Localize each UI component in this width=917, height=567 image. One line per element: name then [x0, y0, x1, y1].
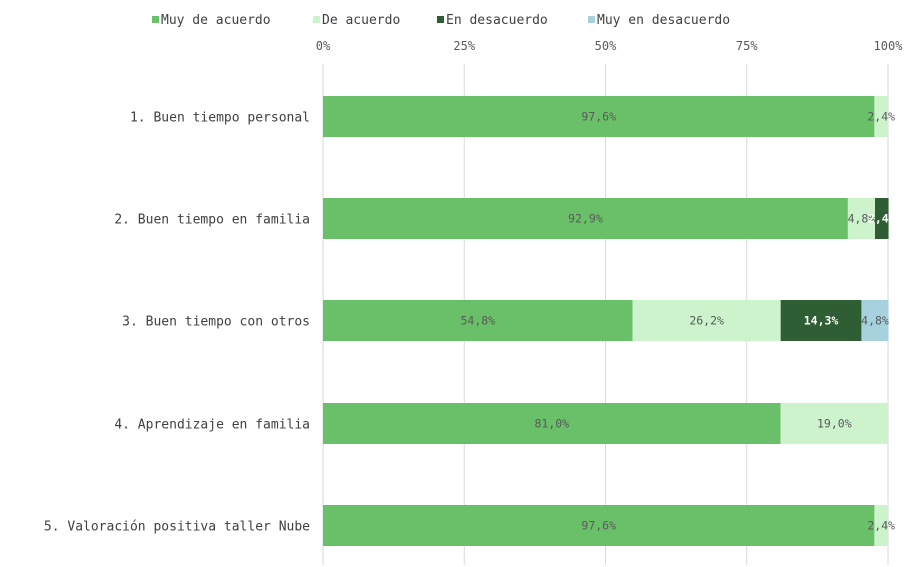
legend-swatch: [152, 16, 159, 23]
data-label: 2,4%: [868, 212, 896, 226]
category-label: 4. Aprendizaje en familia: [114, 418, 310, 433]
category-label: 1. Buen tiempo personal: [130, 111, 310, 126]
legend-label: De acuerdo: [322, 13, 400, 28]
y-axis-categories: 1. Buen tiempo personal 2. Buen tiempo en…: [44, 111, 310, 535]
category-label: 2. Buen tiempo en familia: [114, 213, 310, 228]
data-label: 81,0%: [535, 417, 570, 431]
bar-segment: [323, 198, 848, 239]
bar-segment: [323, 403, 781, 444]
category-label: 5. Valoración positiva taller Nube: [44, 520, 310, 535]
x-tick-label: 50%: [595, 39, 617, 53]
bar-segment: [323, 300, 633, 341]
chart-bars: 97,6% 2,4%92,9% 4,8%2,4%54,8% 26,2% 14,3% 4,8…: [323, 96, 896, 546]
data-label: 97,6%: [581, 110, 616, 124]
bar-segment: [632, 300, 781, 341]
x-axis-ticks: 0% 25% 50% 75% 100%: [316, 39, 903, 53]
data-label: 92,9%: [568, 212, 603, 226]
bar-segment: [780, 300, 862, 341]
bar-segment: [847, 198, 876, 239]
data-label: 19,0%: [817, 417, 852, 431]
x-tick-label: 100%: [874, 39, 904, 53]
bar-segment: [780, 403, 888, 444]
chart-legend: Muy de acuerdo De acuerdo En desacuerdo Muy…: [152, 13, 730, 28]
x-tick-label: 0%: [316, 39, 331, 53]
legend-label: En desacuerdo: [446, 13, 548, 28]
data-label: 2,4%: [867, 519, 895, 533]
data-label: 26,2%: [689, 314, 724, 328]
bar-segment: [874, 505, 888, 546]
data-label: 4,8%: [861, 314, 889, 328]
category-label: 3. Buen tiempo con otros: [122, 315, 310, 330]
legend-swatch: [437, 16, 444, 23]
legend-label: Muy en desacuerdo: [597, 13, 730, 28]
x-tick-label: 25%: [453, 39, 475, 53]
data-label: 14,3%: [804, 314, 839, 328]
bar-segment: [861, 300, 889, 341]
data-label: 2,4%: [867, 110, 895, 124]
bar-segment: [875, 198, 889, 239]
data-label: 4,8%: [848, 212, 876, 226]
legend-swatch: [313, 16, 320, 23]
bar-segment: [323, 96, 875, 137]
bar-segment: [323, 505, 875, 546]
x-tick-label: 75%: [736, 39, 758, 53]
data-label: 54,8%: [460, 314, 495, 328]
bar-segment: [874, 96, 888, 137]
legend-swatch: [588, 16, 595, 23]
data-label: 97,6%: [581, 519, 616, 533]
legend-label: Muy de acuerdo: [161, 13, 271, 28]
